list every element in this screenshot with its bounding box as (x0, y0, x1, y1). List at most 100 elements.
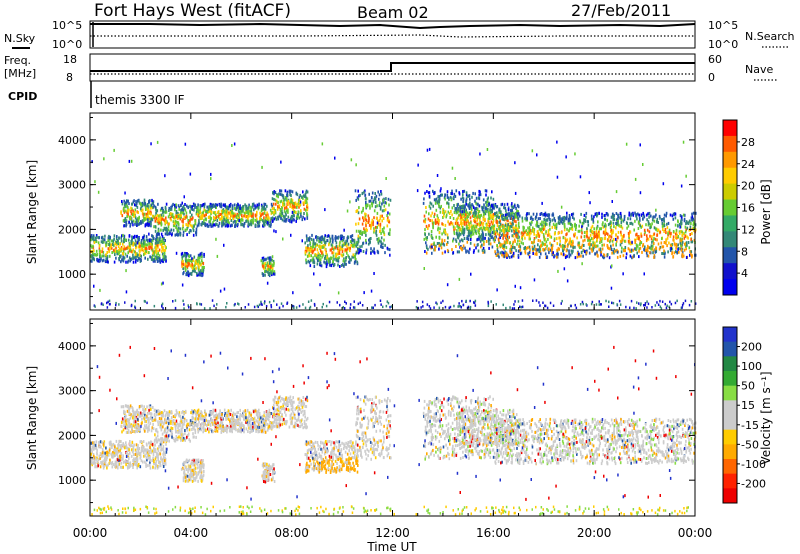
scatter-cell (195, 212, 198, 216)
scatter-cell (478, 223, 481, 226)
scatter-cell (444, 193, 446, 197)
scatter-cell (428, 194, 431, 198)
scatter-cell (456, 222, 458, 226)
scatter-cell (124, 252, 127, 256)
scatter-cell (443, 239, 446, 243)
scatter-cell (281, 212, 284, 215)
scatter-cell (510, 217, 513, 220)
scatter-cell (236, 204, 238, 208)
scatter-cell (354, 243, 356, 247)
scatter-cell (500, 224, 502, 228)
scatter-cell (424, 191, 426, 195)
scatter-cell (478, 237, 481, 241)
scatter-cell (320, 245, 322, 249)
scatter-cell (247, 214, 250, 218)
scatter-cell (323, 238, 325, 242)
scatter-cell (563, 247, 566, 251)
scatter-cell (489, 230, 492, 234)
scatter-cell (188, 231, 191, 234)
scatter-cell (142, 241, 145, 245)
scatter-cell (332, 238, 334, 242)
scatter-cell (162, 228, 164, 232)
scatter-cell (555, 237, 558, 241)
scatter-cell (328, 243, 330, 247)
scatter-cell (352, 253, 355, 257)
scatter-cell (285, 218, 288, 222)
scatter-cell (141, 201, 144, 205)
scatter-cell (543, 248, 546, 252)
scatter-cell (489, 238, 491, 242)
scatter-cell (96, 235, 98, 239)
scatter-cell (182, 220, 184, 224)
scatter-cell (252, 221, 254, 225)
scatter-cell (139, 221, 141, 225)
scatter-cell (657, 242, 660, 246)
scatter-cell (615, 226, 617, 230)
scatter-cell (635, 243, 638, 247)
scatter-cell (357, 197, 360, 201)
scatter-cell (209, 223, 211, 227)
scatter-cell (672, 238, 674, 242)
scatter-cell (307, 238, 310, 242)
noise-cell (153, 304, 156, 308)
scatter-cell (625, 252, 628, 256)
scatter-cell (590, 214, 593, 218)
scatter-cell (386, 224, 389, 228)
scatter-cell (682, 231, 685, 235)
scatter-cell (273, 272, 276, 276)
scatter-cell (569, 253, 572, 257)
scatter-cell (467, 215, 470, 218)
scatter-cell (135, 204, 138, 208)
scatter-cell (201, 268, 203, 272)
scatter-cell (267, 273, 270, 276)
noise-cell (310, 299, 313, 302)
scatter-cell (629, 242, 632, 246)
scatter-cell (158, 254, 161, 258)
scatter-cell (431, 245, 433, 249)
scatter-cell (181, 207, 183, 211)
scatter-cell (461, 239, 464, 243)
scatter-cell (149, 217, 151, 221)
noise-cell (563, 267, 566, 271)
scatter-cell (572, 212, 575, 216)
scatter-cell (302, 215, 304, 219)
noise-cell (319, 283, 321, 287)
scatter-cell (452, 239, 454, 243)
scatter-cell (455, 209, 458, 213)
scatter-cell (110, 239, 113, 243)
scatter-cell (271, 266, 273, 270)
scatter-cell (155, 247, 157, 251)
scatter-cell (533, 228, 536, 231)
scatter-cell (529, 221, 531, 225)
scatter-cell (177, 215, 180, 218)
scatter-cell (326, 256, 329, 260)
scatter-cell (593, 227, 595, 231)
scatter-cell (317, 255, 319, 259)
scatter-cell (446, 242, 448, 246)
scatter-cell (553, 239, 556, 242)
scatter-cell (574, 224, 576, 228)
scatter-cell (145, 212, 148, 216)
scatter-cell (184, 228, 187, 232)
scatter-cell (298, 205, 300, 209)
scatter-cell (202, 262, 205, 265)
scatter-cell (388, 233, 391, 236)
scatter-cell (591, 230, 594, 234)
noise-cell (247, 303, 250, 306)
noise-cell (659, 299, 661, 303)
scatter-cell (560, 244, 562, 248)
scatter-cell (196, 271, 198, 275)
scatter-cell (681, 252, 684, 256)
scatter-cell (560, 252, 562, 256)
scatter-cell (628, 211, 631, 215)
scatter-cell (469, 204, 471, 208)
scatter-cell (198, 273, 201, 277)
scatter-cell (650, 244, 653, 248)
scatter-cell (648, 215, 650, 219)
scatter-cell (197, 211, 200, 215)
scatter-cell (469, 225, 471, 229)
scatter-cell (377, 251, 380, 255)
scatter-cell (601, 243, 603, 247)
scatter-cell (220, 212, 222, 216)
scatter-cell (465, 218, 468, 222)
